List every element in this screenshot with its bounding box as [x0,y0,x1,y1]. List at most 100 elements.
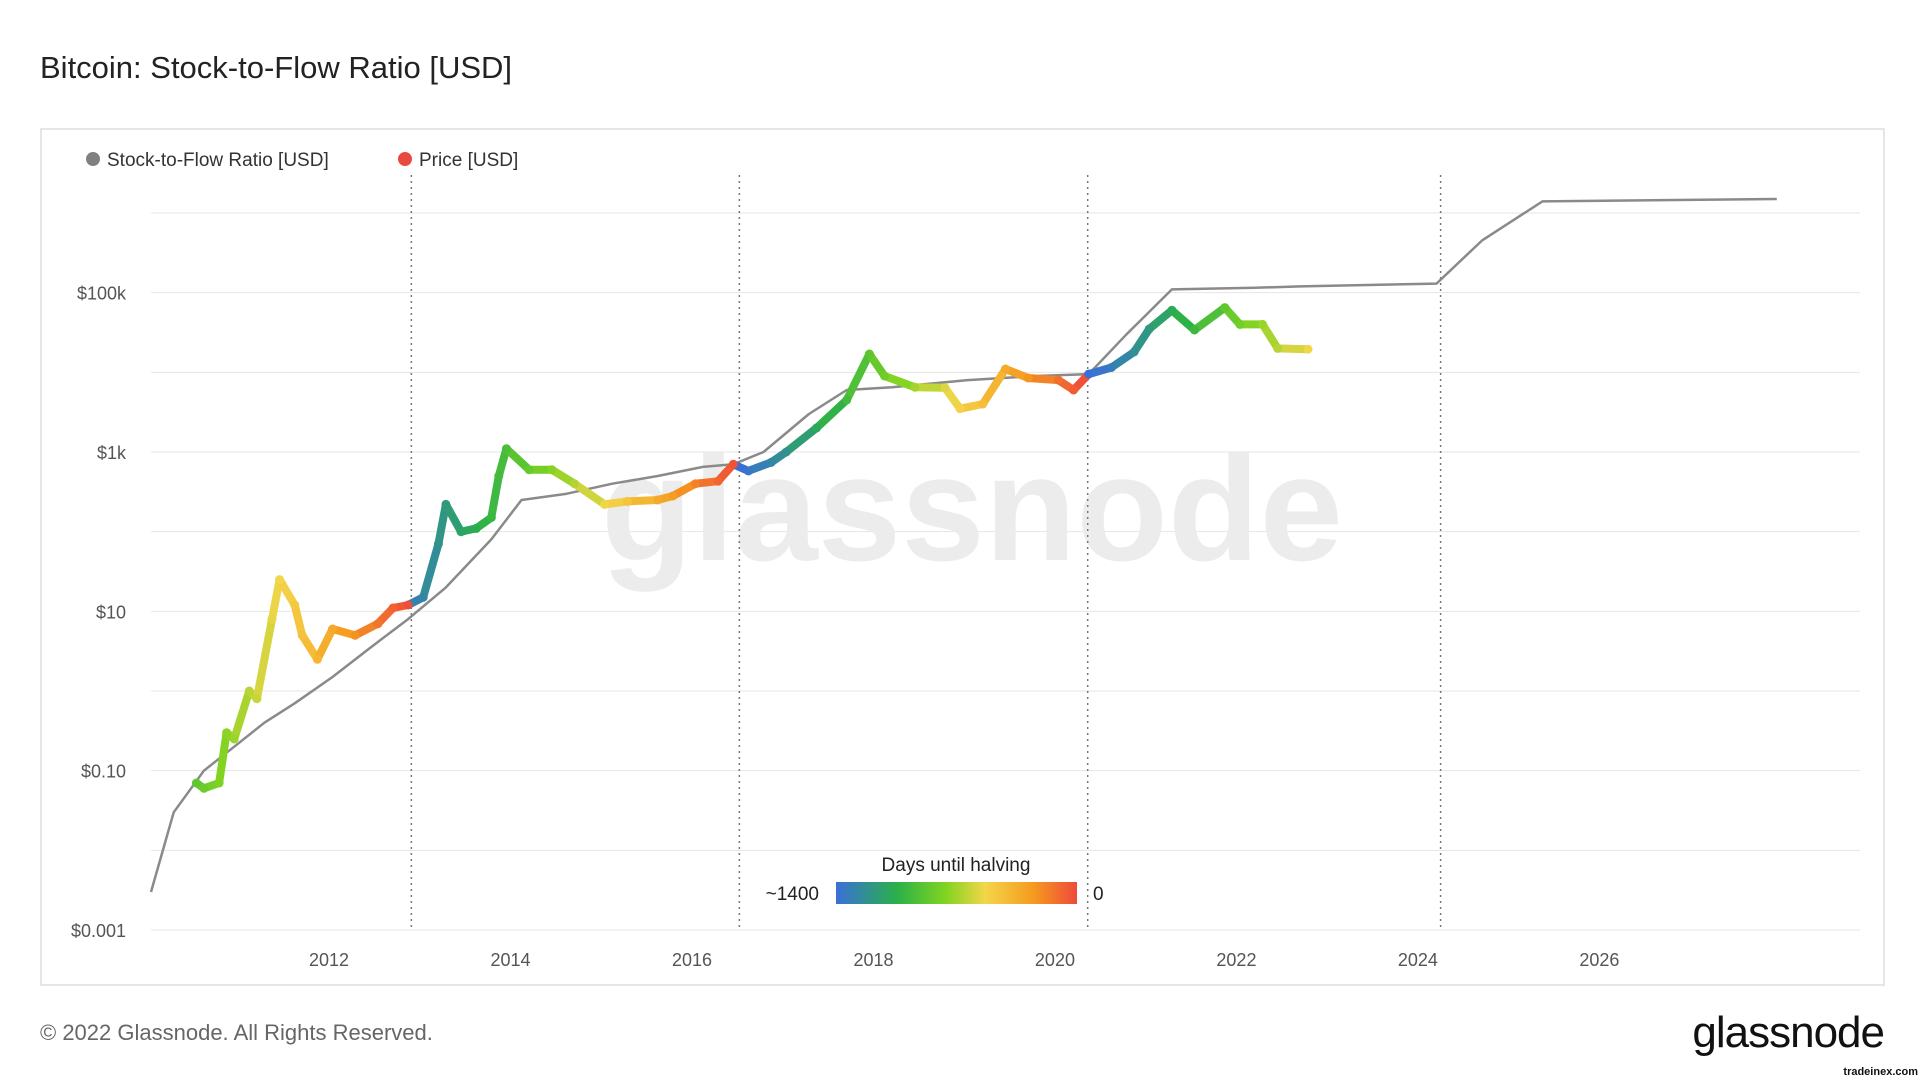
price-segment [1130,325,1154,356]
price-point [290,600,300,610]
colorbar-max-label: 0 [1093,884,1104,905]
y-tick-label: $0.001 [71,921,126,941]
price-point [1167,305,1177,315]
price-segment [494,444,511,480]
price-point [494,471,504,481]
price-segment [230,687,254,743]
price-segment [1190,303,1229,334]
price-point [713,476,723,486]
y-tick-label: $1k [97,443,127,463]
series-layer [149,197,1777,893]
price-point [1273,343,1283,353]
price-segment [1024,374,1063,385]
price-point [328,624,337,634]
legend-item-s2f[interactable]: Stock-to-Flow Ratio [USD] [86,150,329,171]
price-point [978,399,988,409]
price-point [229,734,239,744]
y-tick-label: $0.10 [81,762,126,782]
price-segment [434,500,450,548]
price-point [781,447,791,457]
price-point [456,527,466,537]
price-point [728,459,738,469]
price-point [547,465,557,475]
price-segment [910,383,949,392]
price-segment [313,625,337,664]
x-tick-label: 2018 [853,950,893,970]
price-point [691,479,700,489]
colorbar-title: Days until halving [882,855,1031,876]
x-tick-label: 2012 [309,950,349,970]
price-point [1258,319,1268,329]
price-segment [570,479,609,509]
price-point [1220,303,1230,313]
price-point [418,592,428,602]
legend: Stock-to-Flow Ratio [USD] Price [USD] [86,150,518,171]
price-point [1084,369,1094,379]
colorbar-min-label: ~1400 [766,884,819,905]
plot-frame [40,128,1885,986]
price-segment [880,372,919,392]
price-segment [1145,306,1176,333]
glassnode-logo[interactable]: glassnode [1692,1008,1885,1057]
price-point [1069,385,1079,395]
price-segment [441,500,465,536]
price-point [191,778,201,788]
x-tick-label: 2026 [1579,950,1619,970]
price-segment [215,728,231,787]
price-point [244,686,254,696]
x-tick-label: 2024 [1398,950,1438,970]
x-tick-label: 2022 [1216,950,1256,970]
price-segment [1273,344,1312,354]
price-segment [1258,320,1282,353]
price-segment [1107,348,1139,372]
price-segment [502,444,534,474]
legend-swatch-price [398,152,412,166]
price-point [297,630,307,640]
y-tick-label: $10 [96,602,126,622]
legend-label-s2f: Stock-to-Flow Ratio [USD] [107,150,329,171]
price-point [570,479,579,489]
colorbar-gradient [836,882,1077,904]
price-point [1106,363,1116,372]
legend-label-price: Price [USD] [419,150,518,171]
x-tick-label: 2016 [672,950,712,970]
price-segment [487,472,503,522]
price-point [955,404,965,414]
price-point [842,395,852,405]
price-point [252,694,262,704]
colorbar: Days until halving ~1400 0 [766,855,1104,905]
price-point [403,600,413,610]
price-point [1303,344,1313,354]
price-point [910,382,920,392]
price-segment [290,601,307,640]
price-point [275,575,285,585]
y-axis-ticks: $100k $1k $10 $0.10 $0.001 [71,284,127,941]
price-point [766,457,776,467]
price-point [312,654,322,664]
price-point [471,523,481,533]
x-tick-label: 2014 [490,950,530,970]
price-segment [812,396,851,432]
price-segment [298,631,322,664]
price-point [441,499,451,509]
price-point [501,444,511,454]
watermark: glassnode [601,424,1343,592]
legend-item-price[interactable]: Price [USD] [398,150,518,171]
price-point [1235,319,1245,329]
price-point [1190,325,1199,335]
price-point [373,619,383,629]
price-segment [623,496,662,506]
price-point [600,499,610,509]
price-point [222,728,232,738]
price-point [486,513,496,523]
price-point [1129,347,1139,357]
price-point [1023,373,1033,383]
price-point [653,495,663,505]
x-axis-ticks: 2012 2014 2016 2018 2020 2022 2024 2026 [309,950,1619,970]
price-point [1001,364,1010,374]
price-segment [252,615,276,703]
y-tick-label: $100k [77,284,127,304]
chart-title: Bitcoin: Stock-to-Flow Ratio [USD] [40,50,513,85]
price-point [524,465,534,475]
